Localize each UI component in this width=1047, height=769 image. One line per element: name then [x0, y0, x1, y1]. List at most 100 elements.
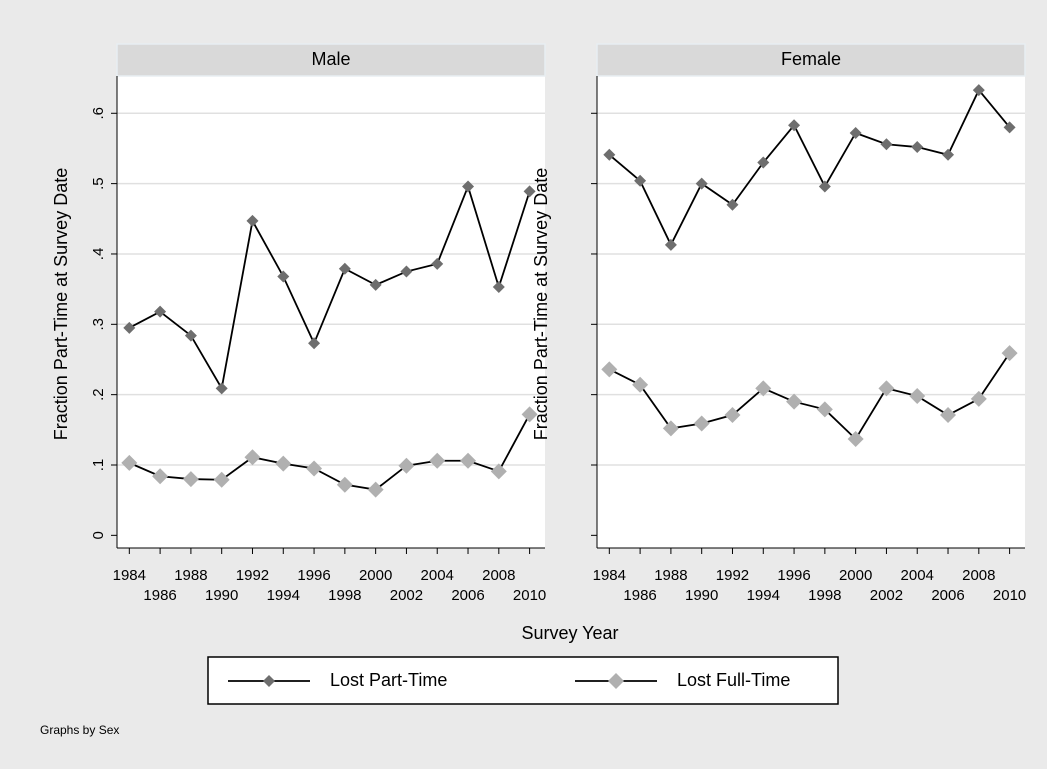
y-tick-label: .5: [90, 177, 107, 190]
x-tick-label: 1988: [654, 567, 687, 584]
series-line: [608, 88, 1011, 247]
marker: [818, 180, 831, 193]
marker: [880, 138, 893, 151]
marker: [726, 198, 739, 211]
y-axis-title: Fraction Part-Time at Survey Date: [531, 168, 551, 440]
marker: [184, 329, 197, 342]
legend-label: Lost Part-Time: [330, 670, 447, 690]
marker: [429, 452, 446, 469]
marker: [724, 407, 741, 424]
marker: [462, 180, 475, 193]
marker: [909, 388, 926, 405]
marker: [970, 390, 987, 407]
y-axis-title: Fraction Part-Time at Survey Date: [51, 168, 71, 440]
x-tick-label: 2002: [870, 587, 903, 604]
x-tick-label: 2000: [359, 567, 392, 584]
marker: [121, 454, 138, 471]
x-tick-label: 2006: [931, 587, 964, 604]
x-tick-label: 1988: [174, 567, 207, 584]
marker: [911, 141, 924, 154]
marker: [244, 449, 261, 466]
y-tick-label: .6: [90, 107, 107, 120]
x-tick-label: 2002: [390, 587, 423, 604]
x-tick-label: 1998: [328, 587, 361, 604]
marker: [400, 265, 413, 278]
marker: [398, 457, 415, 474]
marker: [277, 270, 290, 283]
panel-title: Female: [781, 49, 841, 69]
marker: [523, 185, 536, 198]
legend-marker: [263, 675, 275, 687]
marker: [369, 278, 382, 291]
marker: [788, 119, 801, 132]
x-tick-label: 2008: [962, 567, 995, 584]
legend-marker: [608, 673, 624, 689]
marker: [601, 361, 618, 378]
x-tick-label: 2008: [482, 567, 515, 584]
marker: [215, 382, 228, 395]
y-tick-label: .1: [90, 459, 107, 472]
series-line: [128, 183, 531, 391]
marker: [942, 148, 955, 161]
x-tick-label: 1990: [685, 587, 718, 604]
x-tick-label: 1998: [808, 587, 841, 604]
marker: [182, 471, 199, 488]
y-tick-label: .3: [90, 318, 107, 331]
marker: [431, 257, 444, 270]
marker: [336, 476, 353, 493]
x-tick-label: 1984: [593, 567, 626, 584]
marker: [849, 126, 862, 139]
marker: [940, 407, 957, 424]
x-tick-label: 1996: [297, 567, 330, 584]
panel-header: [596, 43, 1026, 77]
plot-area: [117, 76, 545, 548]
x-tick-label: 1992: [716, 567, 749, 584]
marker: [972, 84, 985, 97]
marker: [213, 471, 230, 488]
y-tick-label: 0: [90, 531, 107, 539]
marker: [338, 262, 351, 275]
panel-title: Male: [311, 49, 350, 69]
marker: [154, 305, 167, 318]
marker: [664, 238, 677, 251]
marker: [1003, 121, 1016, 134]
x-axis-title: Survey Year: [521, 623, 618, 643]
x-tick-label: 1984: [113, 567, 146, 584]
marker: [1001, 345, 1018, 362]
x-tick-label: 1986: [143, 587, 176, 604]
marker: [246, 214, 259, 227]
x-tick-label: 1994: [747, 587, 780, 604]
marker: [367, 481, 384, 498]
x-tick-label: 2010: [993, 587, 1026, 604]
marker: [878, 380, 895, 397]
marker: [490, 463, 507, 480]
marker: [152, 468, 169, 485]
marker: [755, 380, 772, 397]
marker: [693, 415, 710, 432]
panel-header: [116, 43, 546, 77]
x-tick-label: 1994: [267, 587, 300, 604]
marker: [308, 337, 321, 350]
marker: [634, 174, 647, 187]
x-tick-label: 1992: [236, 567, 269, 584]
marker: [460, 452, 477, 469]
marker: [695, 177, 708, 190]
y-tick-label: .4: [90, 248, 107, 261]
x-tick-label: 2004: [901, 567, 934, 584]
plot-area: [597, 76, 1025, 548]
marker: [306, 460, 323, 477]
x-tick-label: 2006: [451, 587, 484, 604]
x-tick-label: 2010: [513, 587, 546, 604]
y-tick-label: .2: [90, 388, 107, 401]
note: Graphs by Sex: [40, 723, 119, 737]
marker: [492, 281, 505, 294]
marker: [816, 401, 833, 418]
marker: [275, 455, 292, 472]
legend-label: Lost Full-Time: [677, 670, 790, 690]
x-tick-label: 2000: [839, 567, 872, 584]
x-tick-label: 1986: [623, 587, 656, 604]
legend: [207, 656, 839, 705]
marker: [603, 148, 616, 161]
